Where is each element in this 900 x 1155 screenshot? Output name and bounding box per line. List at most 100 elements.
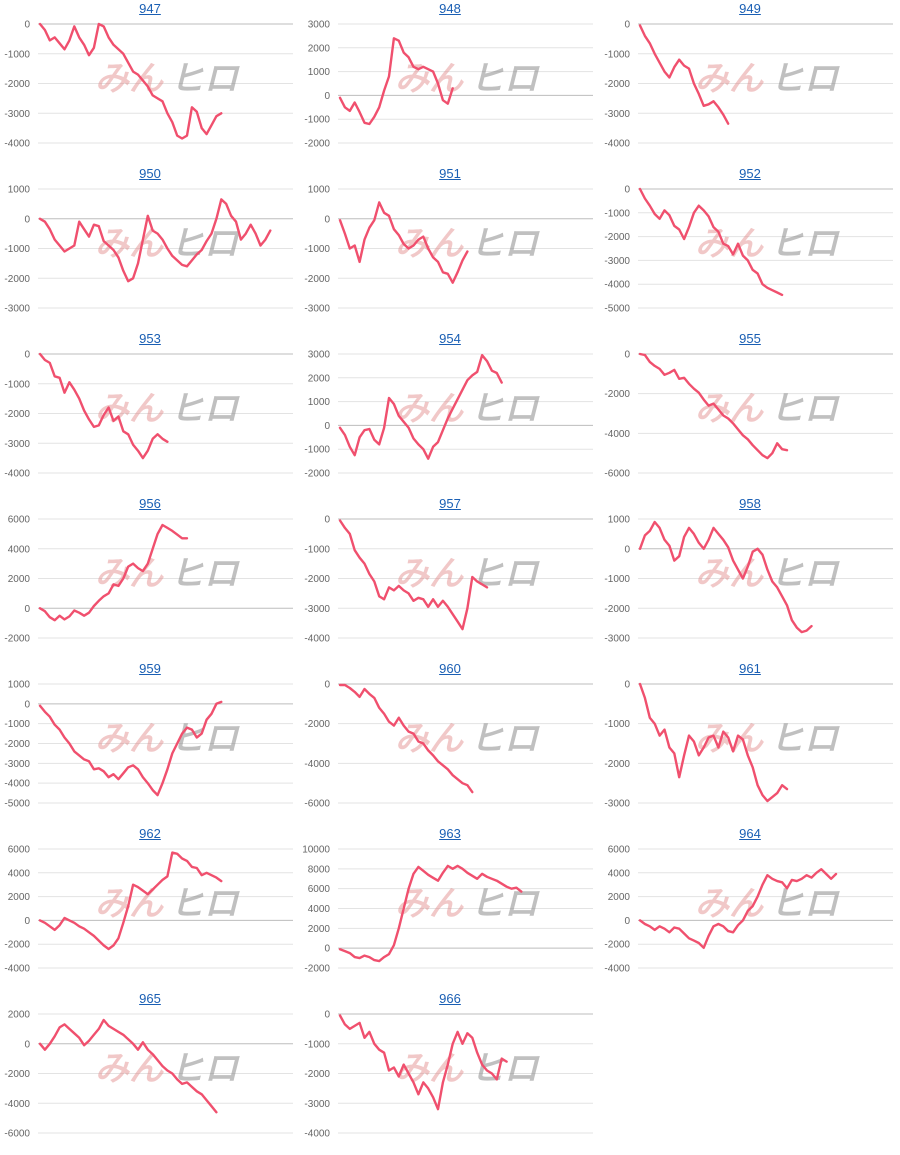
y-tick-label: -1000 (304, 1039, 330, 1050)
chart-title-link[interactable]: 959 (139, 661, 161, 676)
chart-panel-964: 6000 4000 2000 0 -2000 -4000 みん ヒロ 964 (600, 825, 900, 990)
chart-title-link[interactable]: 960 (439, 661, 461, 676)
y-tick-label: 0 (24, 214, 30, 225)
watermark-logo-b: ヒロ (770, 390, 840, 428)
y-tick-label: -1000 (304, 544, 330, 555)
series-line (38, 851, 223, 951)
watermark-logo-a: みん (95, 1050, 164, 1088)
y-tick-label: -3000 (4, 439, 30, 450)
y-tick-label: 0 (24, 916, 30, 927)
chart-title-link[interactable]: 952 (739, 166, 761, 181)
chart-svg: 6000 4000 2000 0 -2000 みん ヒロ (4, 515, 293, 645)
chart-title-link[interactable]: 947 (139, 1, 161, 16)
series-line (638, 520, 813, 634)
y-tick-label: -2000 (304, 964, 330, 975)
y-tick-label: -6000 (304, 799, 330, 810)
y-tick-label: 0 (624, 185, 630, 196)
y-tick-label: -4000 (4, 1099, 30, 1110)
y-tick-label: 0 (624, 544, 630, 555)
y-tick-label: -6000 (4, 1129, 30, 1140)
chart-title-link[interactable]: 962 (139, 826, 161, 841)
chart-title-link[interactable]: 961 (739, 661, 761, 676)
y-tick-label: 2000 (308, 924, 331, 935)
y-tick-label: -3000 (304, 1099, 330, 1110)
y-tick-label: -1000 (4, 379, 30, 390)
chart-title-link[interactable]: 956 (139, 496, 161, 511)
y-tick-label: -1000 (4, 244, 30, 255)
chart-title-link[interactable]: 965 (139, 991, 161, 1006)
chart-title-link[interactable]: 948 (439, 1, 461, 16)
chart-panel-959: 1000 0 -1000 -2000 -3000 -4000 -5000 みん ヒロ 959 (0, 660, 300, 825)
y-tick-label: 2000 (8, 892, 31, 903)
series-line (338, 864, 523, 963)
watermark-logo-b: ヒロ (470, 60, 540, 98)
y-tick-label: -1000 (304, 445, 330, 456)
y-tick-label: -2000 (604, 232, 630, 243)
y-tick-label: 4000 (8, 868, 31, 879)
watermark-logo-a: みん (395, 555, 464, 593)
series-line (38, 22, 223, 140)
y-tick-label: -1000 (604, 719, 630, 730)
chart-panel-966: 0 -1000 -2000 -3000 -4000 みん ヒロ 966 (300, 990, 600, 1155)
chart-title-link[interactable]: 954 (439, 331, 461, 346)
y-tick-label: 4000 (608, 868, 631, 879)
y-tick-label: 1000 (8, 680, 31, 691)
chart-panel-947: 0 -1000 -2000 -3000 -4000 みん ヒロ 947 (0, 0, 300, 165)
y-tick-label: -2000 (604, 604, 630, 615)
chart-title-link[interactable]: 964 (739, 826, 761, 841)
chart-title-link[interactable]: 949 (739, 1, 761, 16)
y-tick-label: -4000 (4, 964, 30, 975)
y-tick-label: -2000 (604, 759, 630, 770)
watermark-logo-b: ヒロ (470, 1050, 540, 1088)
y-tick-label: -2000 (604, 79, 630, 90)
chart-panel-963: 10000 8000 6000 4000 2000 0 -2000 みん ヒロ 963 (300, 825, 600, 990)
chart-title-link[interactable]: 963 (439, 826, 461, 841)
y-tick-label: 0 (324, 214, 330, 225)
chart-panel-953: 0 -1000 -2000 -3000 -4000 みん ヒロ 953 (0, 330, 300, 495)
chart-title-link[interactable]: 955 (739, 331, 761, 346)
watermark-logo-a: みん (395, 225, 464, 263)
y-tick-label: -4000 (604, 429, 630, 440)
chart-title-link[interactable]: 957 (439, 496, 461, 511)
chart-title-link[interactable]: 950 (139, 166, 161, 181)
watermark-logo-b: ヒロ (170, 60, 240, 98)
y-tick-label: -1000 (4, 719, 30, 730)
watermark-logo-a: みん (395, 60, 464, 98)
y-tick-label: 6000 (8, 845, 31, 856)
watermark-logo-b: ヒロ (470, 720, 540, 758)
y-tick-label: -5000 (604, 304, 630, 315)
y-tick-label: -4000 (604, 139, 630, 150)
y-tick-label: -1000 (604, 208, 630, 219)
chart-title-link[interactable]: 951 (439, 166, 461, 181)
watermark-logo-b: ヒロ (770, 555, 840, 593)
watermark-logo-b: ヒロ (170, 555, 240, 593)
chart-panel-951: 1000 0 -1000 -2000 -3000 みん ヒロ 951 (300, 165, 600, 330)
y-tick-label: -2000 (4, 79, 30, 90)
y-tick-label: -4000 (4, 779, 30, 790)
y-tick-label: -1000 (4, 49, 30, 60)
chart-title-link[interactable]: 953 (139, 331, 161, 346)
y-tick-label: -2000 (304, 1069, 330, 1080)
y-tick-label: 0 (324, 91, 330, 102)
y-tick-label: 6000 (8, 515, 31, 526)
watermark-logo-b: ヒロ (770, 720, 840, 758)
y-tick-label: 0 (324, 1010, 330, 1021)
watermark-logo-b: ヒロ (770, 60, 840, 98)
chart-panel-958: 1000 0 -1000 -2000 -3000 みん ヒロ 958 (600, 495, 900, 660)
watermark-logo-b: ヒロ (170, 885, 240, 923)
y-tick-label: 1000 (308, 185, 331, 196)
chart-title-link[interactable]: 966 (439, 991, 461, 1006)
y-tick-label: 2000 (308, 373, 331, 384)
chart-svg: 3000 2000 1000 0 -1000 -2000 みん ヒロ (304, 20, 593, 150)
y-tick-label: 0 (24, 20, 30, 31)
watermark-logo-a: みん (695, 225, 764, 263)
y-tick-label: -6000 (604, 469, 630, 480)
chart-title-link[interactable]: 958 (739, 496, 761, 511)
y-tick-label: 10000 (302, 845, 330, 856)
y-tick-label: -2000 (604, 940, 630, 951)
y-tick-label: -2000 (4, 1069, 30, 1080)
y-tick-label: -2000 (304, 719, 330, 730)
